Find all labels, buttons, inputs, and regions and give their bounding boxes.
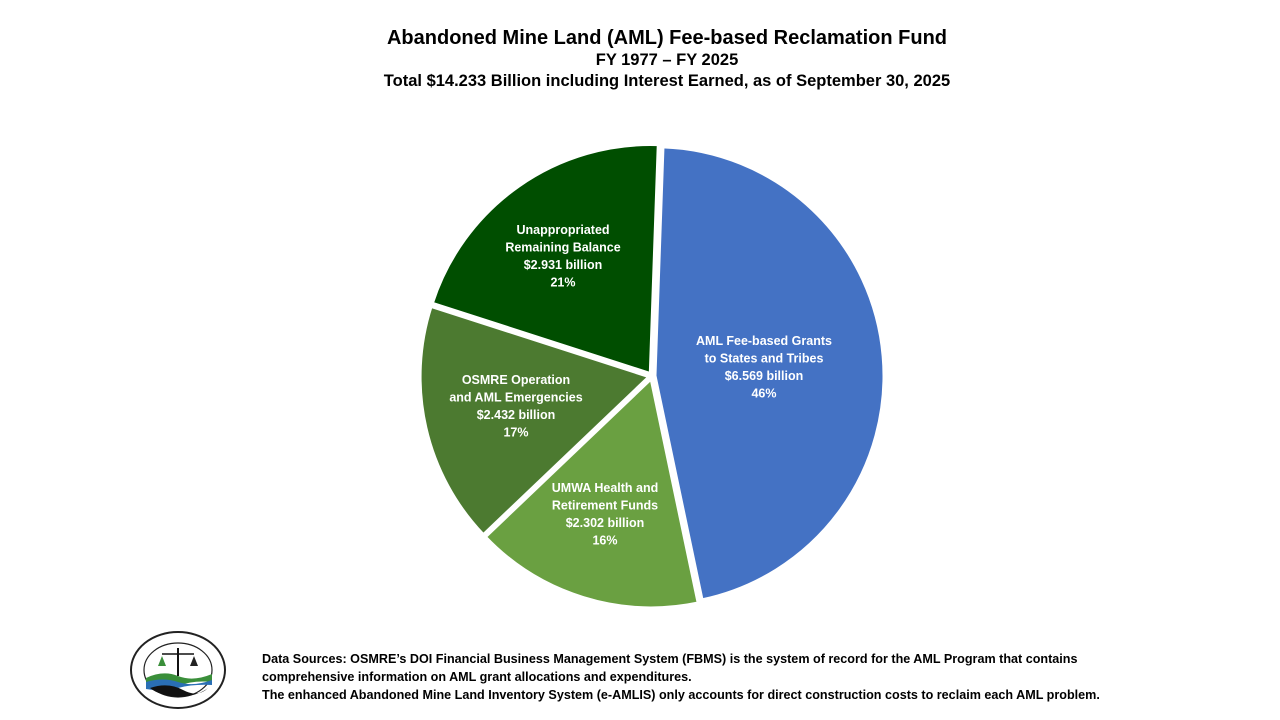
- footer-line-3: The enhanced Abandoned Mine Land Invento…: [262, 688, 1100, 702]
- pie-slice: [483, 375, 700, 610]
- chart-subtitle-total: Total $14.233 Billion including Interest…: [383, 72, 951, 90]
- slice-data-label: 16%: [592, 534, 617, 548]
- slice-data-label: UMWA Health and: [552, 481, 658, 495]
- data-sources-footer: Data Sources: OSMRE’s DOI Financial Busi…: [262, 650, 1272, 704]
- chart-title: Abandoned Mine Land (AML) Fee-based Recl…: [386, 27, 948, 49]
- slice-data-label: and AML Emergencies: [449, 391, 582, 405]
- chart-subtitle: FY 1977 – FY 2025: [595, 51, 739, 69]
- osmre-seal-logo: [130, 631, 226, 709]
- slice-data-label: $2.931 billion: [524, 258, 603, 272]
- slice-data-label: $2.302 billion: [566, 516, 645, 530]
- slice-data-label: 21%: [550, 276, 575, 290]
- pie-slice: [653, 145, 886, 602]
- slice-data-label: $6.569 billion: [725, 369, 804, 383]
- slice-data-label: AML Fee-based Grants: [696, 334, 832, 348]
- pie-slice: [418, 304, 652, 537]
- slice-data-label: 17%: [503, 426, 528, 440]
- slice-data-label: $2.432 billion: [477, 408, 556, 422]
- chart-titles: Abandoned Mine Land (AML) Fee-based Recl…: [0, 26, 1280, 92]
- pie-slice: [430, 143, 660, 376]
- slice-data-label: Retirement Funds: [552, 499, 658, 513]
- footer-line-2: comprehensive information on AML grant a…: [262, 670, 692, 684]
- slice-data-label: Unappropriated: [516, 223, 609, 237]
- slice-data-label: 46%: [751, 387, 776, 401]
- slice-data-label: Remaining Balance: [505, 241, 620, 255]
- slice-data-label: to States and Tribes: [705, 352, 824, 366]
- slice-data-label: OSMRE Operation: [462, 373, 570, 387]
- footer-line-1: Data Sources: OSMRE’s DOI Financial Busi…: [262, 652, 1078, 666]
